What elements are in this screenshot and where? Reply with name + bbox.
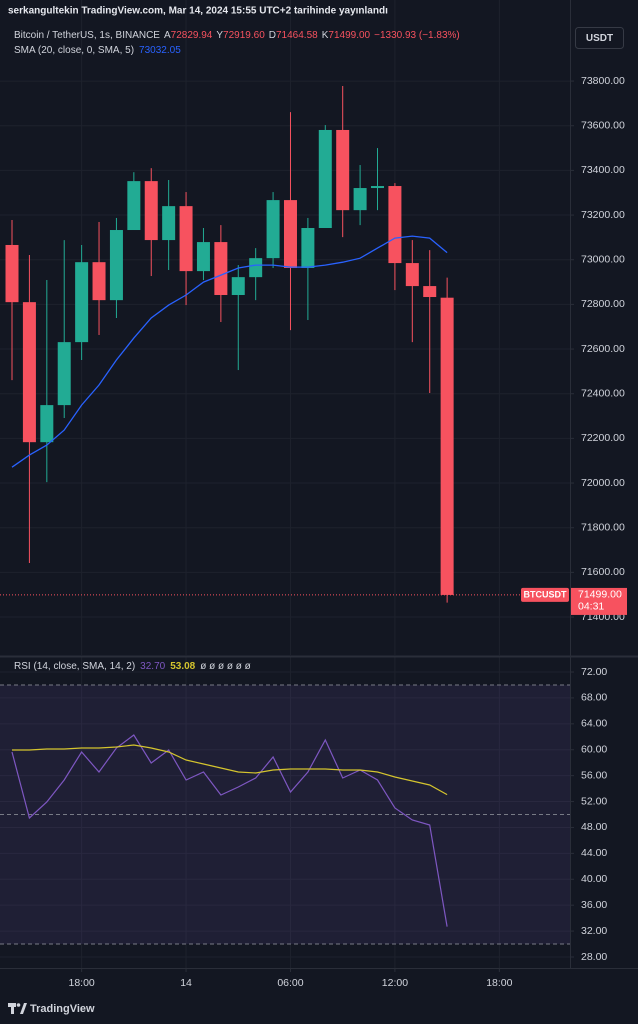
ohlc-key: Y <box>216 30 223 41</box>
countdown-label: 04:31 <box>578 601 604 613</box>
y-tick-label: 72600.00 <box>581 343 625 355</box>
x-tick-label: 18:00 <box>68 977 94 989</box>
rsi-sma-value: 53.08 <box>170 661 195 672</box>
y-tick-label: 68.00 <box>581 692 607 704</box>
candle-body <box>162 206 176 241</box>
ohlc-value: 72829.94 <box>171 30 213 41</box>
y-tick-label: 28.00 <box>581 951 607 963</box>
y-tick-label: 72800.00 <box>581 298 625 310</box>
y-tick-label: 73600.00 <box>581 120 625 132</box>
line-series <box>12 744 448 796</box>
y-tick-label: 73000.00 <box>581 254 625 266</box>
y-tick-label: 36.00 <box>581 899 607 911</box>
x-tick-label: 06:00 <box>277 977 303 989</box>
candle-body <box>283 200 297 268</box>
candle-body <box>440 297 454 595</box>
y-tick-label: 71800.00 <box>581 521 625 533</box>
y-tick-label: 60.00 <box>581 744 607 756</box>
candle-body <box>371 186 385 189</box>
rsi-flags: ø ø ø ø ø ø <box>200 661 251 672</box>
ohlc-value: 71499.00 <box>328 30 370 41</box>
sma-title: SMA (20, close, 0, SMA, 5) <box>14 45 134 56</box>
sma-value: 73032.05 <box>139 45 181 56</box>
y-tick-label: 48.00 <box>581 821 607 833</box>
candle-body <box>231 277 245 296</box>
y-tick-label: 72000.00 <box>581 477 625 489</box>
currency-button[interactable] <box>575 27 624 49</box>
candle-body <box>301 228 315 268</box>
candle-body <box>196 242 210 272</box>
logo-icon <box>20 1003 27 1014</box>
y-tick-label: 44.00 <box>581 847 607 859</box>
x-tick-label: 14 <box>180 977 192 989</box>
change: −1330.93 (−1.83%) <box>374 30 460 41</box>
y-tick-label: 73200.00 <box>581 209 625 221</box>
publisher: serkangultekin TradingView.com, Mar 14, … <box>8 6 388 17</box>
candle-body <box>388 186 402 264</box>
y-tick-label: 52.00 <box>581 795 607 807</box>
ohlc-key: K <box>322 30 329 41</box>
ohlc-key: A <box>164 30 171 41</box>
y-tick-label: 73800.00 <box>581 75 625 87</box>
candle-body <box>353 188 367 211</box>
rsi-legend: RSI (14, close, SMA, 14, 2) 32.70 53.08 ø ø… <box>14 661 251 672</box>
x-tick-label: 18:00 <box>486 977 512 989</box>
last-price-label: 71499.00 <box>578 589 622 601</box>
symbol-legend: Bitcoin / TetherUS, 1s, BINANCE A72829.94… <box>14 30 460 41</box>
label-layer: 71400.0071600.0071800.0072000.0072200.00… <box>68 75 627 989</box>
rsi-value: 32.70 <box>140 661 165 672</box>
logo-icon <box>8 1003 16 1007</box>
currency-label[interactable]: USDT <box>586 33 613 44</box>
candle-body <box>249 258 263 278</box>
rsi-title: RSI (14, close, SMA, 14, 2) <box>14 661 135 672</box>
plot-layer <box>0 85 570 927</box>
candle-body <box>423 286 437 298</box>
y-tick-label: 73400.00 <box>581 164 625 176</box>
y-tick-label: 72400.00 <box>581 387 625 399</box>
ohlc-value: 71464.58 <box>276 30 318 41</box>
logo-text: TradingView <box>30 1003 95 1015</box>
candle-body <box>179 206 193 272</box>
symbol-tag-label: BTCUSDT <box>524 589 567 599</box>
candle-body <box>57 342 71 406</box>
symbol-tag <box>521 587 569 602</box>
candle-body <box>214 242 228 296</box>
logo-icon <box>11 1007 14 1014</box>
y-tick-label: 56.00 <box>581 769 607 781</box>
y-tick-label: 64.00 <box>581 718 607 730</box>
line-series <box>11 734 448 927</box>
candle-body <box>318 129 332 229</box>
ohlc-key: D <box>269 30 276 41</box>
candle-body <box>92 262 106 301</box>
candle-body <box>109 230 123 301</box>
candle-body <box>75 262 89 343</box>
tradingview-logo: TradingView <box>8 1003 95 1015</box>
y-tick-label: 72200.00 <box>581 432 625 444</box>
candle-body <box>405 263 419 287</box>
y-tick-label: 32.00 <box>581 925 607 937</box>
y-tick-label: 72.00 <box>581 666 607 678</box>
candle-body <box>127 181 141 231</box>
candle-body <box>5 244 19 303</box>
x-tick-label: 12:00 <box>382 977 408 989</box>
ohlc-value: 72919.60 <box>223 30 265 41</box>
last-price-tag <box>571 587 627 615</box>
candle-body <box>336 129 350 211</box>
symbol: Bitcoin / TetherUS, 1s, BINANCE <box>14 30 160 41</box>
candle-body <box>40 405 54 443</box>
sma-legend: SMA (20, close, 0, SMA, 5) 73032.05 <box>14 45 181 56</box>
candle-body <box>22 302 36 443</box>
candle-body <box>144 181 158 241</box>
logo-icon <box>16 1003 21 1007</box>
y-tick-label: 40.00 <box>581 873 607 885</box>
line-series <box>11 235 448 468</box>
y-tick-label: 71600.00 <box>581 566 625 578</box>
candle-body <box>266 200 280 259</box>
